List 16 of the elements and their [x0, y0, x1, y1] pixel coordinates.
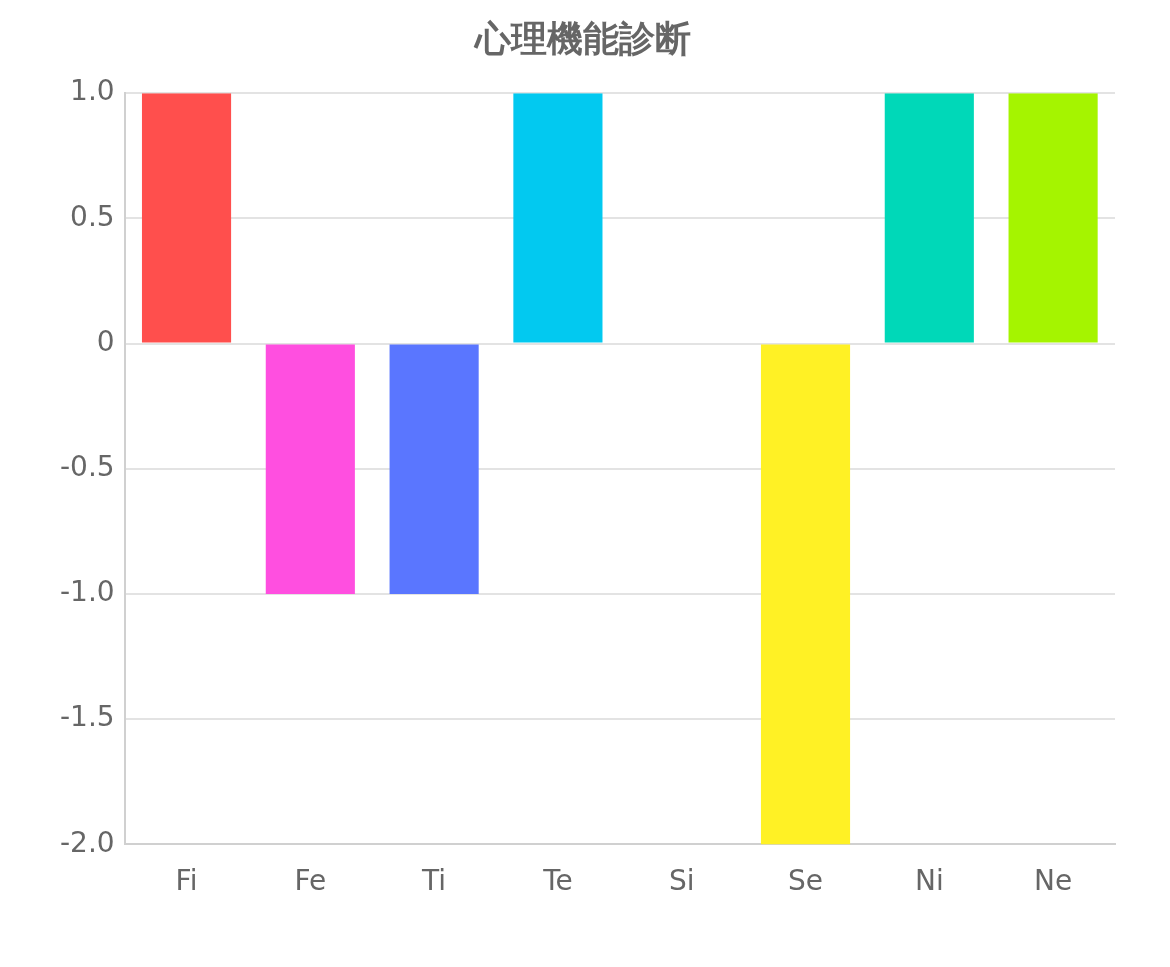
x-tick-label: Te: [542, 864, 573, 898]
x-tick-label: Fe: [294, 864, 327, 898]
y-tick-label: -1.5: [59, 700, 115, 734]
x-tick-label: Se: [788, 864, 824, 898]
y-tick-label: -2.0: [59, 825, 115, 859]
x-tick-label: Ni: [914, 864, 944, 898]
x-tick-label: Si: [668, 864, 695, 898]
x-tick-label: Ti: [421, 864, 447, 898]
y-tick-label: -0.5: [59, 450, 115, 484]
y-tick-label: 0.5: [70, 199, 115, 233]
x-tick-label: Fi: [175, 864, 198, 898]
chart-title: 心理機能診断: [472, 17, 691, 59]
y-tick-label: 0: [96, 324, 115, 358]
x-tick-label: Ne: [1034, 864, 1073, 898]
y-tick-label: -1.0: [59, 575, 115, 609]
y-tick-label: 1.0: [70, 74, 115, 108]
